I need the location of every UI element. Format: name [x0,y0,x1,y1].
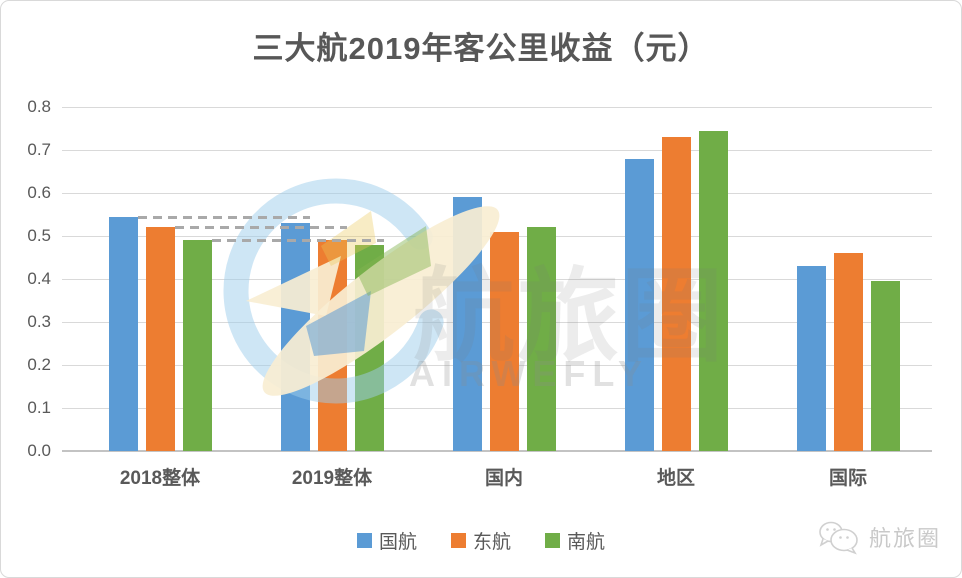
y-tick-label-0.0: 0.0 [27,441,51,460]
legend-swatch-icon [450,533,466,548]
airwefly-plane-circle-logo-icon [223,178,500,404]
bar-series3-cat1[interactable] [182,240,212,451]
brand-text: 航旅圈 [868,526,941,551]
y-tick-label-0.6: 0.6 [27,183,51,202]
bar-series3-cat3[interactable] [526,227,556,451]
category-label-4: 地区 [656,468,695,489]
bar-series2-cat3[interactable] [489,231,519,451]
legend: 国航 东航 南航 [1,527,961,554]
category-label-5: 国际 [828,468,867,489]
legend-item-series3[interactable]: 南航 [545,527,605,554]
bar-series1-cat2[interactable] [280,223,310,451]
y-tick-label-0.5: 0.5 [27,226,51,245]
bar-series1-cat3[interactable] [452,197,482,451]
reference-line-2 [174,226,347,230]
bar-series2-cat5[interactable] [833,253,863,451]
bar-series2-cat1[interactable] [145,227,175,451]
legend-label: 国航 [378,532,417,553]
bar-series3-cat2[interactable] [354,244,384,451]
legend-item-series2[interactable]: 东航 [450,527,511,554]
bar-series1-cat5[interactable] [796,266,826,451]
bar-series2-cat2[interactable] [317,240,347,451]
bar-series2-cat4[interactable] [661,137,691,451]
gridline-0.6 [62,193,932,194]
bar-series1-cat1[interactable] [108,216,138,451]
category-label-1: 2018整体 [119,468,201,489]
legend-label: 南航 [567,532,606,553]
y-tick-label-0.3: 0.3 [27,312,51,331]
gridline-0.7 [62,150,932,151]
bar-series3-cat5[interactable] [870,281,900,451]
y-tick-label-0.2: 0.2 [27,355,51,374]
reference-line-1 [137,215,310,219]
category-label-2: 2019整体 [291,468,373,489]
chart-title: 三大航2019年客公里收益（元） [252,31,710,66]
y-tick-label-0.1: 0.1 [27,398,51,417]
legend-swatch-icon [545,533,560,548]
category-label-3: 国内 [484,468,523,489]
gridline-0.8 [62,107,932,108]
wechat-icon [819,521,858,555]
legend-label: 东航 [472,532,511,553]
bar-series1-cat4[interactable] [624,158,654,451]
y-tick-label-0.4: 0.4 [27,269,51,288]
bar-series3-cat4[interactable] [698,130,728,451]
legend-item-series1[interactable]: 国航 [356,527,417,554]
y-tick-label-0.7: 0.7 [27,140,51,159]
y-tick-label-0.8: 0.8 [27,97,51,116]
legend-swatch-icon [356,533,372,548]
brand-badge: 航旅圈 [817,519,941,555]
